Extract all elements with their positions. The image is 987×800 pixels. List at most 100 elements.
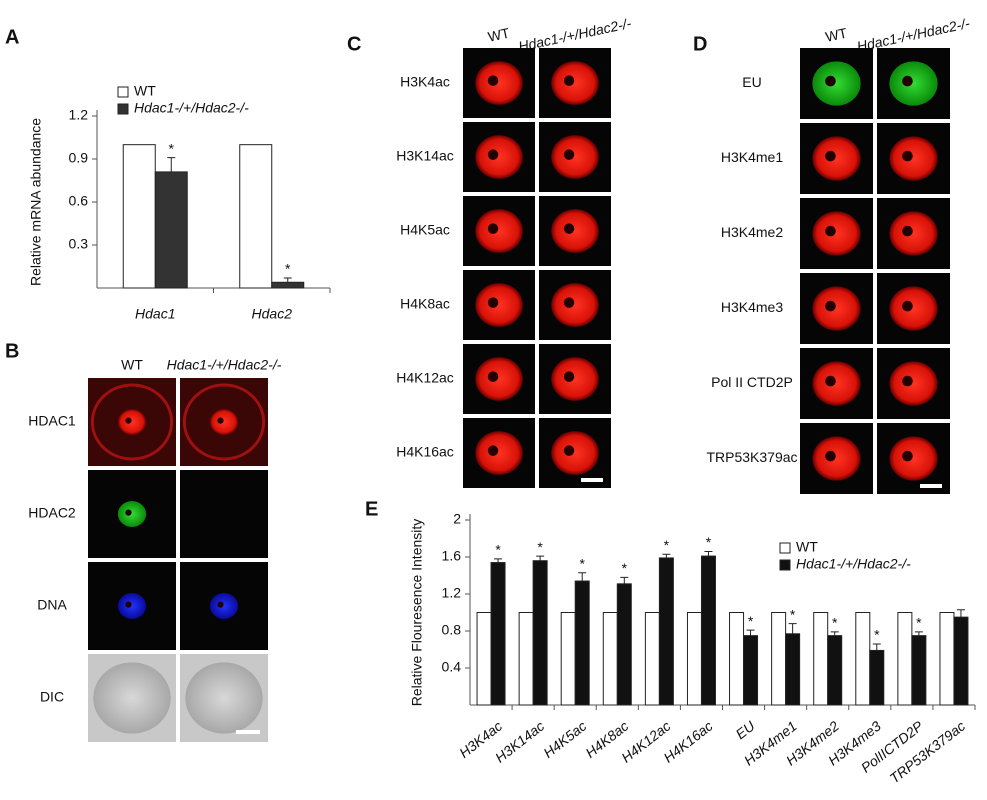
nucleus (93, 662, 171, 734)
row-label: DNA (37, 597, 67, 613)
legend-swatch (117, 86, 129, 98)
y-tick-label: 0.3 (69, 236, 89, 252)
nucleolus (902, 150, 913, 162)
row-label: EU (742, 74, 761, 90)
y-tick-label: 0.4 (442, 659, 462, 675)
panel-label: E (365, 498, 378, 520)
nucleus (475, 357, 523, 401)
nucleolus (825, 225, 836, 237)
bar (574, 580, 590, 706)
significance-mark: * (579, 555, 585, 571)
nucleolus (902, 225, 913, 237)
bar (476, 612, 492, 706)
row-label: TRP53K379ac (706, 449, 797, 465)
bar (154, 171, 188, 289)
nucleolus (125, 417, 132, 424)
nucleus (889, 61, 938, 106)
x-tick-label: Hdac2 (252, 306, 293, 322)
nucleolus (487, 223, 499, 234)
significance-mark: * (169, 140, 175, 156)
legend-swatch (779, 542, 791, 554)
bar (686, 612, 702, 706)
legend-label: Hdac1-/+/Hdac2-/- (134, 100, 249, 116)
nucleus (812, 211, 861, 256)
bar (771, 612, 787, 706)
bar (939, 612, 955, 706)
error-bar (283, 277, 292, 283)
error-bar (620, 576, 629, 584)
nucleus (117, 501, 147, 527)
legend-swatch (117, 103, 129, 115)
bar (869, 649, 885, 706)
nucleolus (825, 150, 836, 162)
bar (953, 616, 969, 706)
nucleolus (487, 149, 499, 160)
bar (743, 635, 759, 706)
row-label: H3K14ac (396, 148, 454, 164)
nucleolus (563, 75, 575, 86)
bar (658, 557, 674, 706)
bar (122, 144, 156, 289)
error-bar (914, 631, 923, 636)
nucleolus (563, 149, 575, 160)
nucleus (551, 61, 599, 105)
nucleus (209, 593, 239, 619)
significance-mark: * (622, 560, 628, 576)
x-tick-label: Hdac1 (135, 306, 175, 322)
scale-bar (581, 478, 603, 482)
nucleolus (902, 300, 913, 312)
y-axis-title: Relative Flouresence Intensity (409, 519, 425, 707)
y-axis-title: Relative mRNA abundance (28, 118, 44, 286)
error-bar (788, 623, 797, 634)
error-bar (536, 555, 545, 561)
nucleolus (825, 375, 836, 387)
row-label: DIC (40, 689, 64, 705)
y-tick-label: 0.9 (69, 150, 89, 166)
bar (855, 612, 871, 706)
significance-mark: * (748, 613, 754, 629)
x-tick-label: H4K5ac (540, 718, 589, 761)
row-label: H4K16ac (396, 444, 454, 460)
significance-mark: * (832, 615, 838, 631)
nucleus (209, 409, 239, 435)
nucleus (889, 361, 938, 406)
nucleolus (487, 371, 499, 382)
scale-bar (236, 730, 260, 734)
bar (271, 281, 305, 289)
bar (729, 612, 745, 706)
error-bar (956, 609, 965, 618)
nucleolus (563, 223, 575, 234)
panel-label: B (5, 340, 19, 362)
error-bar (830, 631, 839, 636)
nucleolus (902, 450, 913, 462)
significance-mark: * (495, 542, 501, 558)
nucleus (889, 136, 938, 181)
nucleus (812, 361, 861, 406)
nucleolus (902, 375, 913, 387)
legend-label: Hdac1-/+/Hdac2-/- (796, 556, 911, 572)
nucleus (475, 431, 523, 475)
nucleus (551, 431, 599, 475)
bar (518, 612, 534, 706)
significance-mark: * (285, 261, 291, 277)
significance-mark: * (537, 539, 543, 555)
row-label: H3K4me1 (721, 149, 783, 165)
panel-label: C (347, 33, 361, 55)
bar (602, 612, 618, 706)
nucleus (117, 593, 147, 619)
nucleus (551, 135, 599, 179)
row-label: H3K4ac (400, 74, 450, 90)
x-tick-label: EU (732, 717, 758, 742)
x-tick-label: TRP53K379ac (886, 718, 968, 787)
row-label: H4K12ac (396, 370, 454, 386)
error-bar (578, 572, 587, 582)
bar (813, 612, 829, 706)
nucleus (812, 286, 861, 331)
nucleus (475, 135, 523, 179)
row-label: H3K4me3 (721, 299, 783, 315)
legend-swatch (779, 559, 791, 571)
nucleolus (563, 445, 575, 456)
nucleolus (563, 297, 575, 308)
nucleus (551, 209, 599, 253)
bar (700, 555, 716, 706)
